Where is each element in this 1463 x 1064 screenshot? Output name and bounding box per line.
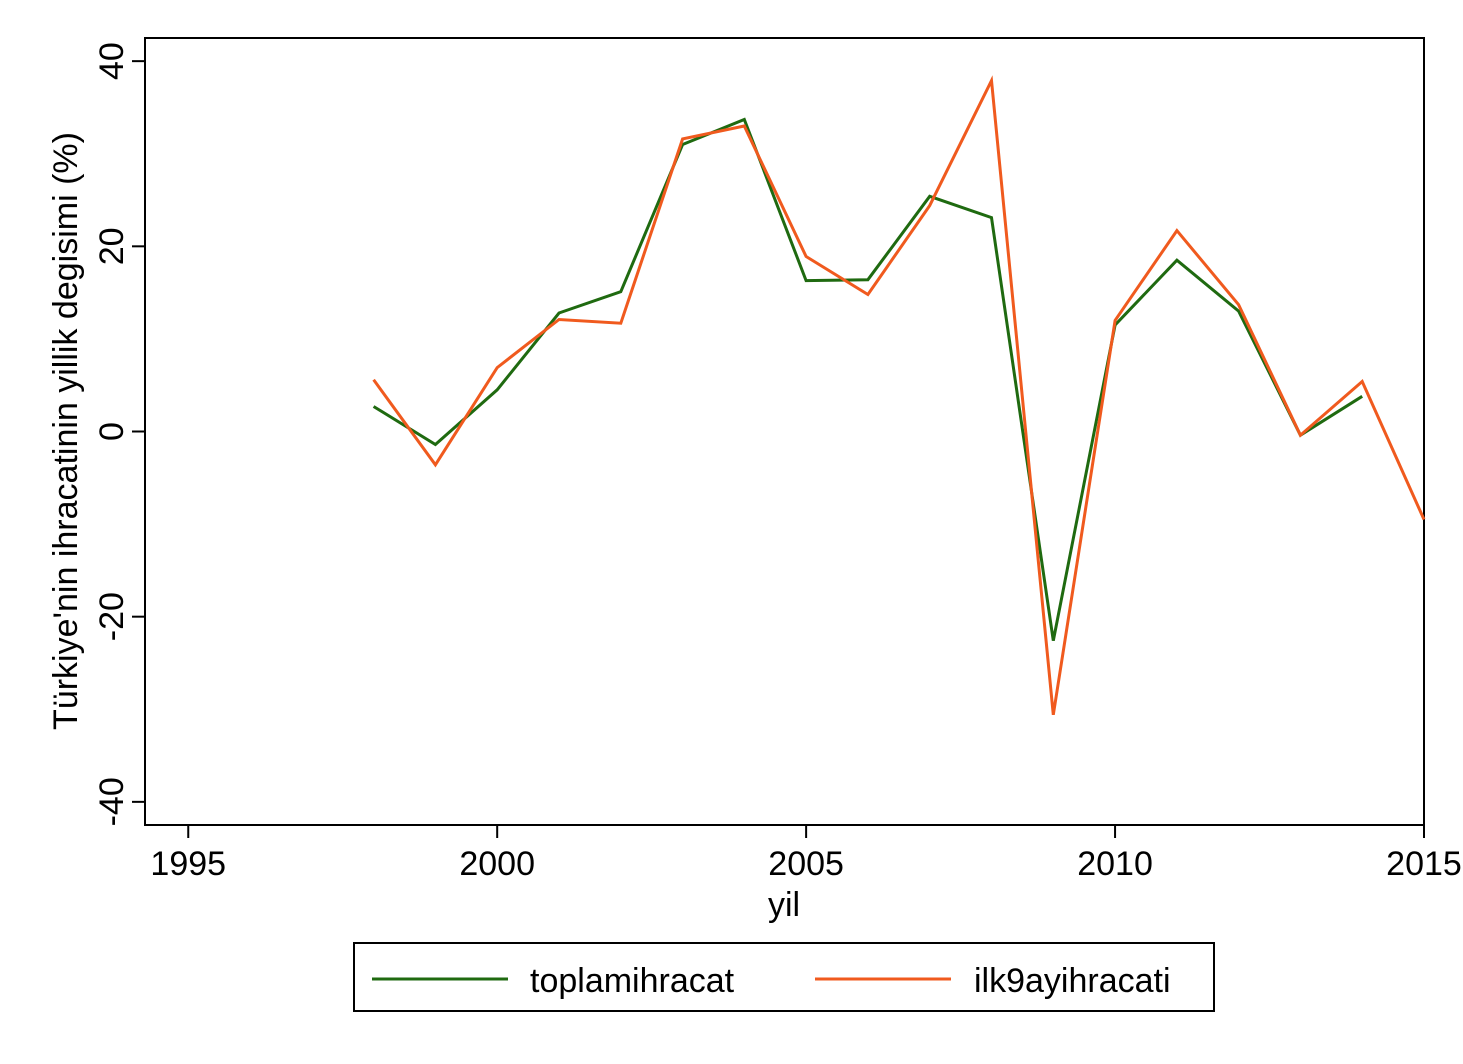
x-tick-label: 2010 <box>1077 845 1153 883</box>
series-line-ilk9ayihracati <box>372 75 1426 716</box>
x-tick-label: 2000 <box>459 845 535 883</box>
x-tick-label: 1995 <box>150 845 226 883</box>
y-tick-label: 40 <box>93 42 131 80</box>
y-tick-label: -40 <box>93 777 131 826</box>
x-axis-title: yil <box>768 886 800 924</box>
series-line-toplamihracat <box>372 117 1363 641</box>
legend-label-toplamihracat: toplamihracat <box>530 962 735 1000</box>
series-layer <box>372 75 1426 716</box>
legend-box <box>353 942 1215 1012</box>
y-tick-label: -20 <box>93 592 131 641</box>
y-axis-title: Türkiye'nin ihracatinin yillik degisimi … <box>47 132 85 730</box>
legend: toplamihracat ilk9ayihracati <box>353 942 1215 1012</box>
legend-label-ilk9ayihracati: ilk9ayihracati <box>974 962 1171 1000</box>
x-axis: 1995 2000 2005 2010 2015 <box>150 825 1462 883</box>
x-tick-label: 2015 <box>1386 845 1462 883</box>
y-tick-label: 0 <box>93 422 131 441</box>
plot-frame <box>144 37 1425 826</box>
y-axis: -40 -20 0 20 40 <box>93 42 145 826</box>
x-tick-label: 2005 <box>768 845 844 883</box>
y-tick-label: 20 <box>93 227 131 265</box>
